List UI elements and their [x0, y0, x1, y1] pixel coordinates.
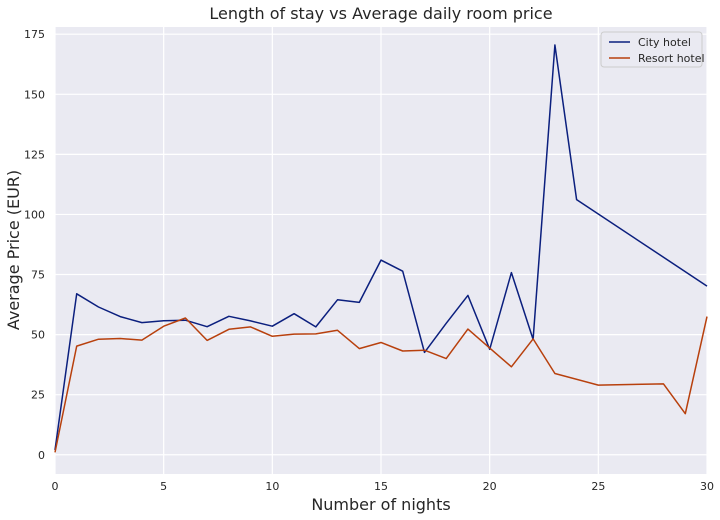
legend-label-resort-hotel: Resort hotel	[638, 52, 705, 65]
y-tick-label: 150	[24, 88, 45, 101]
y-tick-label: 25	[31, 389, 45, 402]
y-tick-label: 0	[38, 449, 45, 462]
legend: City hotel Resort hotel	[600, 31, 705, 68]
y-tick-label: 75	[31, 269, 45, 282]
y-axis-title: Average Price (EUR)	[4, 170, 23, 330]
legend-label-city-hotel: City hotel	[638, 36, 691, 49]
x-tick-label: 0	[52, 480, 59, 493]
x-tick-label: 10	[265, 480, 279, 493]
series-line-city-hotel	[54, 44, 708, 451]
chart-title: Length of stay vs Average daily room pri…	[209, 4, 552, 23]
y-tick-label: 50	[31, 329, 45, 342]
y-tick-label: 100	[24, 208, 45, 221]
series-group	[54, 44, 708, 453]
x-tick-label: 25	[591, 480, 605, 493]
x-axis-title: Number of nights	[311, 495, 450, 514]
series-line-resort-hotel	[54, 316, 708, 453]
y-tick-label: 125	[24, 148, 45, 161]
tick-labels: 0 5 10 15 20 25 30 0 25 50 75 100 125 150 175	[24, 28, 714, 493]
x-tick-label: 30	[700, 480, 714, 493]
x-tick-label: 15	[374, 480, 388, 493]
x-tick-label: 5	[160, 480, 167, 493]
y-tick-label: 175	[24, 28, 45, 41]
grid	[54, 27, 708, 474]
x-tick-label: 20	[483, 480, 497, 493]
